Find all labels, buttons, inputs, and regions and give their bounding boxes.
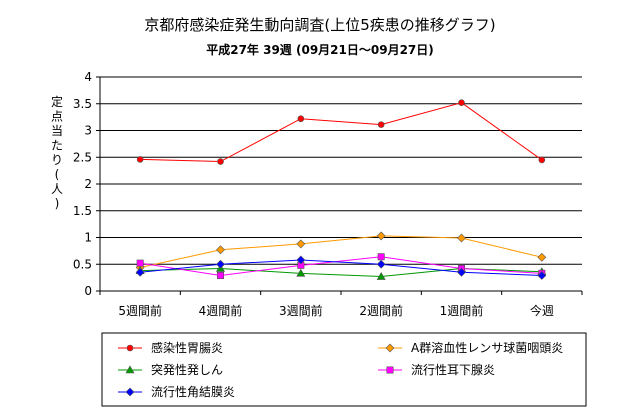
series-2 — [135, 231, 547, 272]
y-tick-label: 3.5 — [73, 97, 92, 111]
data-point — [296, 255, 306, 265]
x-tick-label: 2週間前 — [359, 303, 403, 318]
y-tick-label: 1.5 — [73, 204, 92, 218]
data-point — [538, 156, 546, 164]
data-point — [457, 233, 466, 243]
series-line — [140, 235, 542, 268]
x-tick-label: 5週間前 — [118, 303, 162, 318]
y-axis-label-char: 当 — [51, 124, 63, 138]
y-tick-label: 0 — [84, 284, 92, 298]
data-point — [537, 252, 547, 262]
y-tick-label: 4 — [84, 70, 92, 84]
y-axis-label-char: り — [51, 153, 63, 167]
legend-label: 流行性耳下腺炎 — [411, 363, 495, 377]
legend-label: 感染性胃腸炎 — [151, 340, 223, 355]
y-tick-label: 2.5 — [73, 150, 92, 164]
data-point — [135, 267, 145, 277]
tick-labels: 0 0.5 1 1.5 2 2.5 3 3.5 4 5週間前 4週間前 3週間前 2週間前 1週間前 今週 — [73, 70, 554, 318]
series-5 — [135, 255, 547, 280]
data-point — [297, 115, 305, 123]
y-axis-label-char: ( — [55, 168, 60, 182]
x-tick-label: 1週間前 — [440, 303, 484, 318]
data-point — [217, 271, 225, 279]
data-point — [216, 245, 225, 255]
series-line — [140, 102, 543, 163]
y-axis-label-char: 人 — [51, 182, 63, 196]
data-point — [458, 99, 465, 106]
legend-label: 突発性発しん — [151, 362, 223, 377]
legend-box — [101, 332, 587, 407]
legend-marker — [125, 365, 135, 374]
legend-item: 突発性発しん — [118, 362, 223, 377]
data-point — [376, 231, 386, 241]
data-point — [217, 158, 224, 165]
legend-marker — [126, 344, 134, 352]
x-tick-label: 3週間前 — [279, 303, 323, 318]
chart-subtitle: 平成27年 39週 (09月21日～09月27日) — [206, 42, 434, 57]
legend-marker — [385, 343, 395, 353]
series-1 — [136, 99, 546, 165]
y-axis-label-char: 定 — [51, 94, 63, 109]
data-point — [457, 267, 466, 277]
data-point — [376, 259, 386, 269]
data-point — [296, 239, 306, 249]
legend-item: 感染性胃腸炎 — [118, 340, 223, 355]
y-tick-label: 1 — [84, 231, 92, 245]
y-axis-label-char: 点 — [51, 110, 63, 124]
legend-item: A群溶血性レンサ球菌咽頭炎 — [378, 340, 563, 355]
data-point — [216, 259, 225, 269]
legend-label: A群溶血性レンサ球菌咽頭炎 — [411, 340, 563, 355]
axes — [96, 76, 583, 295]
data-point — [296, 268, 306, 277]
series-layer — [135, 99, 547, 280]
data-point — [136, 259, 144, 267]
y-tick-label: 0.5 — [73, 257, 92, 271]
data-point — [377, 253, 385, 261]
y-axis-label-char: ) — [55, 197, 60, 211]
legend-label: 流行性角結膜炎 — [151, 385, 235, 399]
legend-marker — [386, 366, 394, 374]
x-tick-label: 4週間前 — [199, 303, 243, 318]
legend-item: 流行性耳下腺炎 — [378, 363, 495, 377]
data-point — [377, 121, 385, 128]
data-point — [136, 156, 144, 163]
grid-lines — [100, 76, 582, 265]
series-line — [140, 259, 542, 276]
y-axis-label-char: た — [51, 139, 63, 153]
x-tick-label: 今週 — [530, 303, 554, 318]
legend-item: 流行性角結膜炎 — [118, 385, 235, 399]
data-point — [537, 271, 547, 280]
legend-marker — [125, 387, 135, 397]
y-tick-label: 3 — [84, 124, 92, 138]
data-point — [376, 271, 386, 280]
chart-title: 京都府感染症発生動向調査(上位5疾患の推移グラフ) — [144, 16, 495, 34]
y-tick-label: 2 — [84, 177, 92, 191]
series-line — [140, 256, 542, 276]
